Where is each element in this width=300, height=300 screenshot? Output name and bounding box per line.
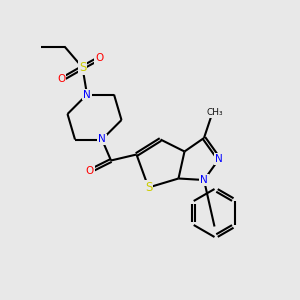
Text: O: O <box>95 53 103 64</box>
Text: O: O <box>86 166 94 176</box>
Text: S: S <box>79 61 86 74</box>
Text: N: N <box>200 175 208 185</box>
Text: N: N <box>83 89 91 100</box>
Text: CH₃: CH₃ <box>206 108 223 117</box>
Text: N: N <box>215 154 223 164</box>
Text: O: O <box>57 74 66 85</box>
Text: S: S <box>145 181 152 194</box>
Text: N: N <box>98 134 106 145</box>
